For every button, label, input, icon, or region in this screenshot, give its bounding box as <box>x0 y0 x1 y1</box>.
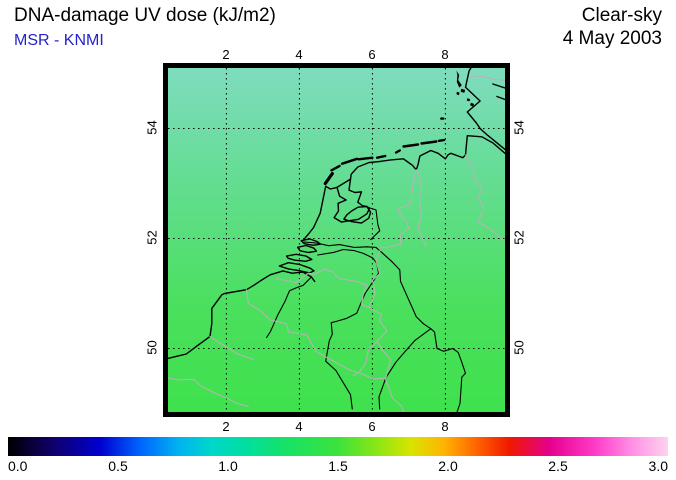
x-tick-top-4: 4 <box>295 47 303 62</box>
map-field <box>168 68 505 412</box>
coastlines <box>168 68 505 360</box>
x-tick-top-8: 8 <box>441 47 449 62</box>
plot-date: 4 May 2003 <box>562 28 662 49</box>
island-walcheren <box>278 262 315 274</box>
border-dk-de <box>470 75 505 82</box>
river-moselle <box>378 328 432 410</box>
y-tick-left-52: 52 <box>144 230 160 245</box>
river-maas-nl <box>317 248 380 303</box>
x-tick-bottom-8: 8 <box>441 419 449 434</box>
coast-wadden-german-bight <box>349 135 505 180</box>
island-texel <box>323 172 334 186</box>
y-tick-left-54: 54 <box>144 120 160 135</box>
coast-ijsselmeer-west <box>325 185 371 223</box>
colorbar-label-1.0: 1.0 <box>218 458 238 474</box>
country-borders-gray <box>168 75 505 412</box>
x-tick-bottom-2: 2 <box>222 419 230 434</box>
river-rhine <box>303 241 467 412</box>
border-be-fr <box>245 289 404 412</box>
island-norderney-chain <box>402 143 420 148</box>
border-nl-de <box>368 169 417 308</box>
river-somme-gray <box>209 335 255 361</box>
x-tick-bottom-6: 6 <box>368 419 376 434</box>
island-vlieland <box>330 164 341 172</box>
island-borkum <box>394 149 401 154</box>
island-schouwen <box>285 253 313 262</box>
coast-ijsselmeer-east <box>348 178 371 209</box>
river-ijssel <box>366 206 381 241</box>
island-amrum <box>456 91 460 96</box>
wadden-islands <box>323 70 475 186</box>
map-overlay <box>168 68 505 412</box>
afsluitdijk <box>336 178 352 189</box>
gridlines <box>168 68 505 412</box>
plot-title: DNA-damage UV dose (kJ/m2) <box>14 5 276 26</box>
island-goeree <box>296 244 318 254</box>
border-be-de-lux-east <box>368 306 392 379</box>
y-tick-left-50: 50 <box>144 340 160 355</box>
colorbar-label-3.0: 3.0 <box>648 458 668 474</box>
border-nl-be <box>276 268 370 308</box>
island-pellworm <box>466 98 471 102</box>
coast-holland <box>303 185 327 241</box>
x-tick-bottom-4: 4 <box>295 419 303 434</box>
river-meuse-be-fr <box>325 301 363 410</box>
x-tick-top-2: 2 <box>222 47 230 62</box>
colorbar-label-0.5: 0.5 <box>108 458 128 474</box>
polder-flevoland <box>343 205 372 224</box>
river-weser-gray <box>464 154 505 242</box>
y-tick-right-54: 54 <box>511 120 527 135</box>
island-wangerooge <box>437 138 446 142</box>
island-spiekeroog-chain <box>420 140 438 145</box>
coast-flensburg-fjord <box>492 83 505 89</box>
island-sylt <box>456 70 462 88</box>
rivers-black <box>266 206 467 412</box>
island-ameland <box>357 156 374 161</box>
y-tick-right-52: 52 <box>511 230 527 245</box>
coast-elbe-north-frisia <box>464 68 505 151</box>
plot-source: MSR - KNMI <box>14 32 104 49</box>
river-ems-gray <box>415 169 427 247</box>
colorbar <box>8 437 668 456</box>
y-tick-right-50: 50 <box>511 340 527 355</box>
island-nordstrand <box>470 102 475 107</box>
coast-schlei <box>496 95 505 101</box>
island-schiermonnikoog <box>375 154 387 159</box>
sky-condition: Clear-sky <box>581 5 662 26</box>
colorbar-label-0.0: 0.0 <box>8 458 28 474</box>
river-seine-gray <box>168 377 249 407</box>
x-tick-top-6: 6 <box>368 47 376 62</box>
colorbar-label-1.5: 1.5 <box>328 458 348 474</box>
island-terschelling <box>340 157 359 165</box>
colorbar-label-2.0: 2.0 <box>438 458 458 474</box>
island-foehr <box>460 88 466 93</box>
map-frame <box>163 63 510 417</box>
river-scheldt <box>266 276 312 339</box>
coast-channel-belgium <box>168 270 316 360</box>
colorbar-label-2.5: 2.5 <box>548 458 568 474</box>
border-lux-west <box>352 340 378 377</box>
